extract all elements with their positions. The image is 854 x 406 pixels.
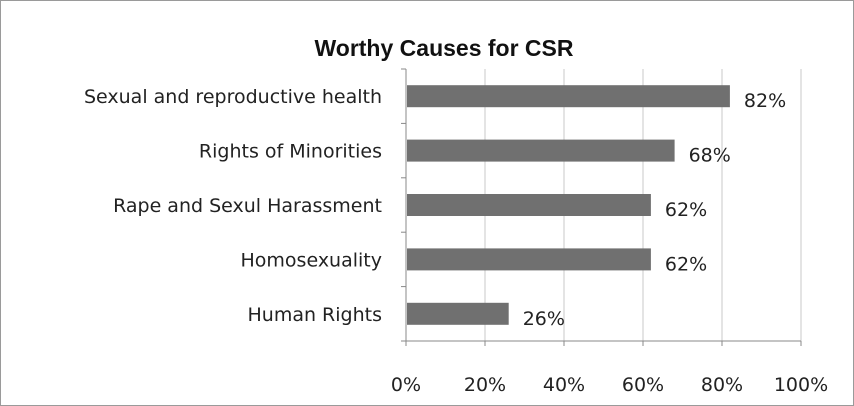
bar (407, 248, 651, 271)
labels: 0% 20% 40% 60% 80% 100% Sexual and reproductiv… (84, 86, 828, 396)
category-label: Sexual and reproductive health (84, 86, 382, 108)
category-label: Human Rights (248, 304, 383, 326)
bar (407, 139, 675, 162)
data-label: 68% (689, 145, 731, 167)
chart-title: Worthy Causes for CSR (314, 35, 573, 61)
category-label: Homosexuality (241, 249, 382, 271)
x-tick-label: 0% (391, 374, 421, 396)
bar (407, 302, 509, 325)
bar (407, 85, 730, 108)
data-label: 82% (744, 90, 786, 112)
data-label: 62% (665, 199, 707, 221)
bar (407, 194, 651, 216)
data-label: 62% (665, 253, 707, 275)
category-label: Rape and Sexul Harassment (113, 195, 382, 217)
x-tick-label: 100% (774, 374, 828, 396)
x-tick-label: 40% (543, 374, 585, 396)
x-tick-label: 60% (622, 374, 664, 396)
category-label: Rights of Minorities (199, 141, 382, 163)
axes (401, 68, 802, 346)
x-tick-label: 80% (701, 374, 743, 396)
bars (407, 85, 730, 325)
data-label: 26% (523, 308, 565, 330)
x-tick-label: 20% (464, 374, 506, 396)
